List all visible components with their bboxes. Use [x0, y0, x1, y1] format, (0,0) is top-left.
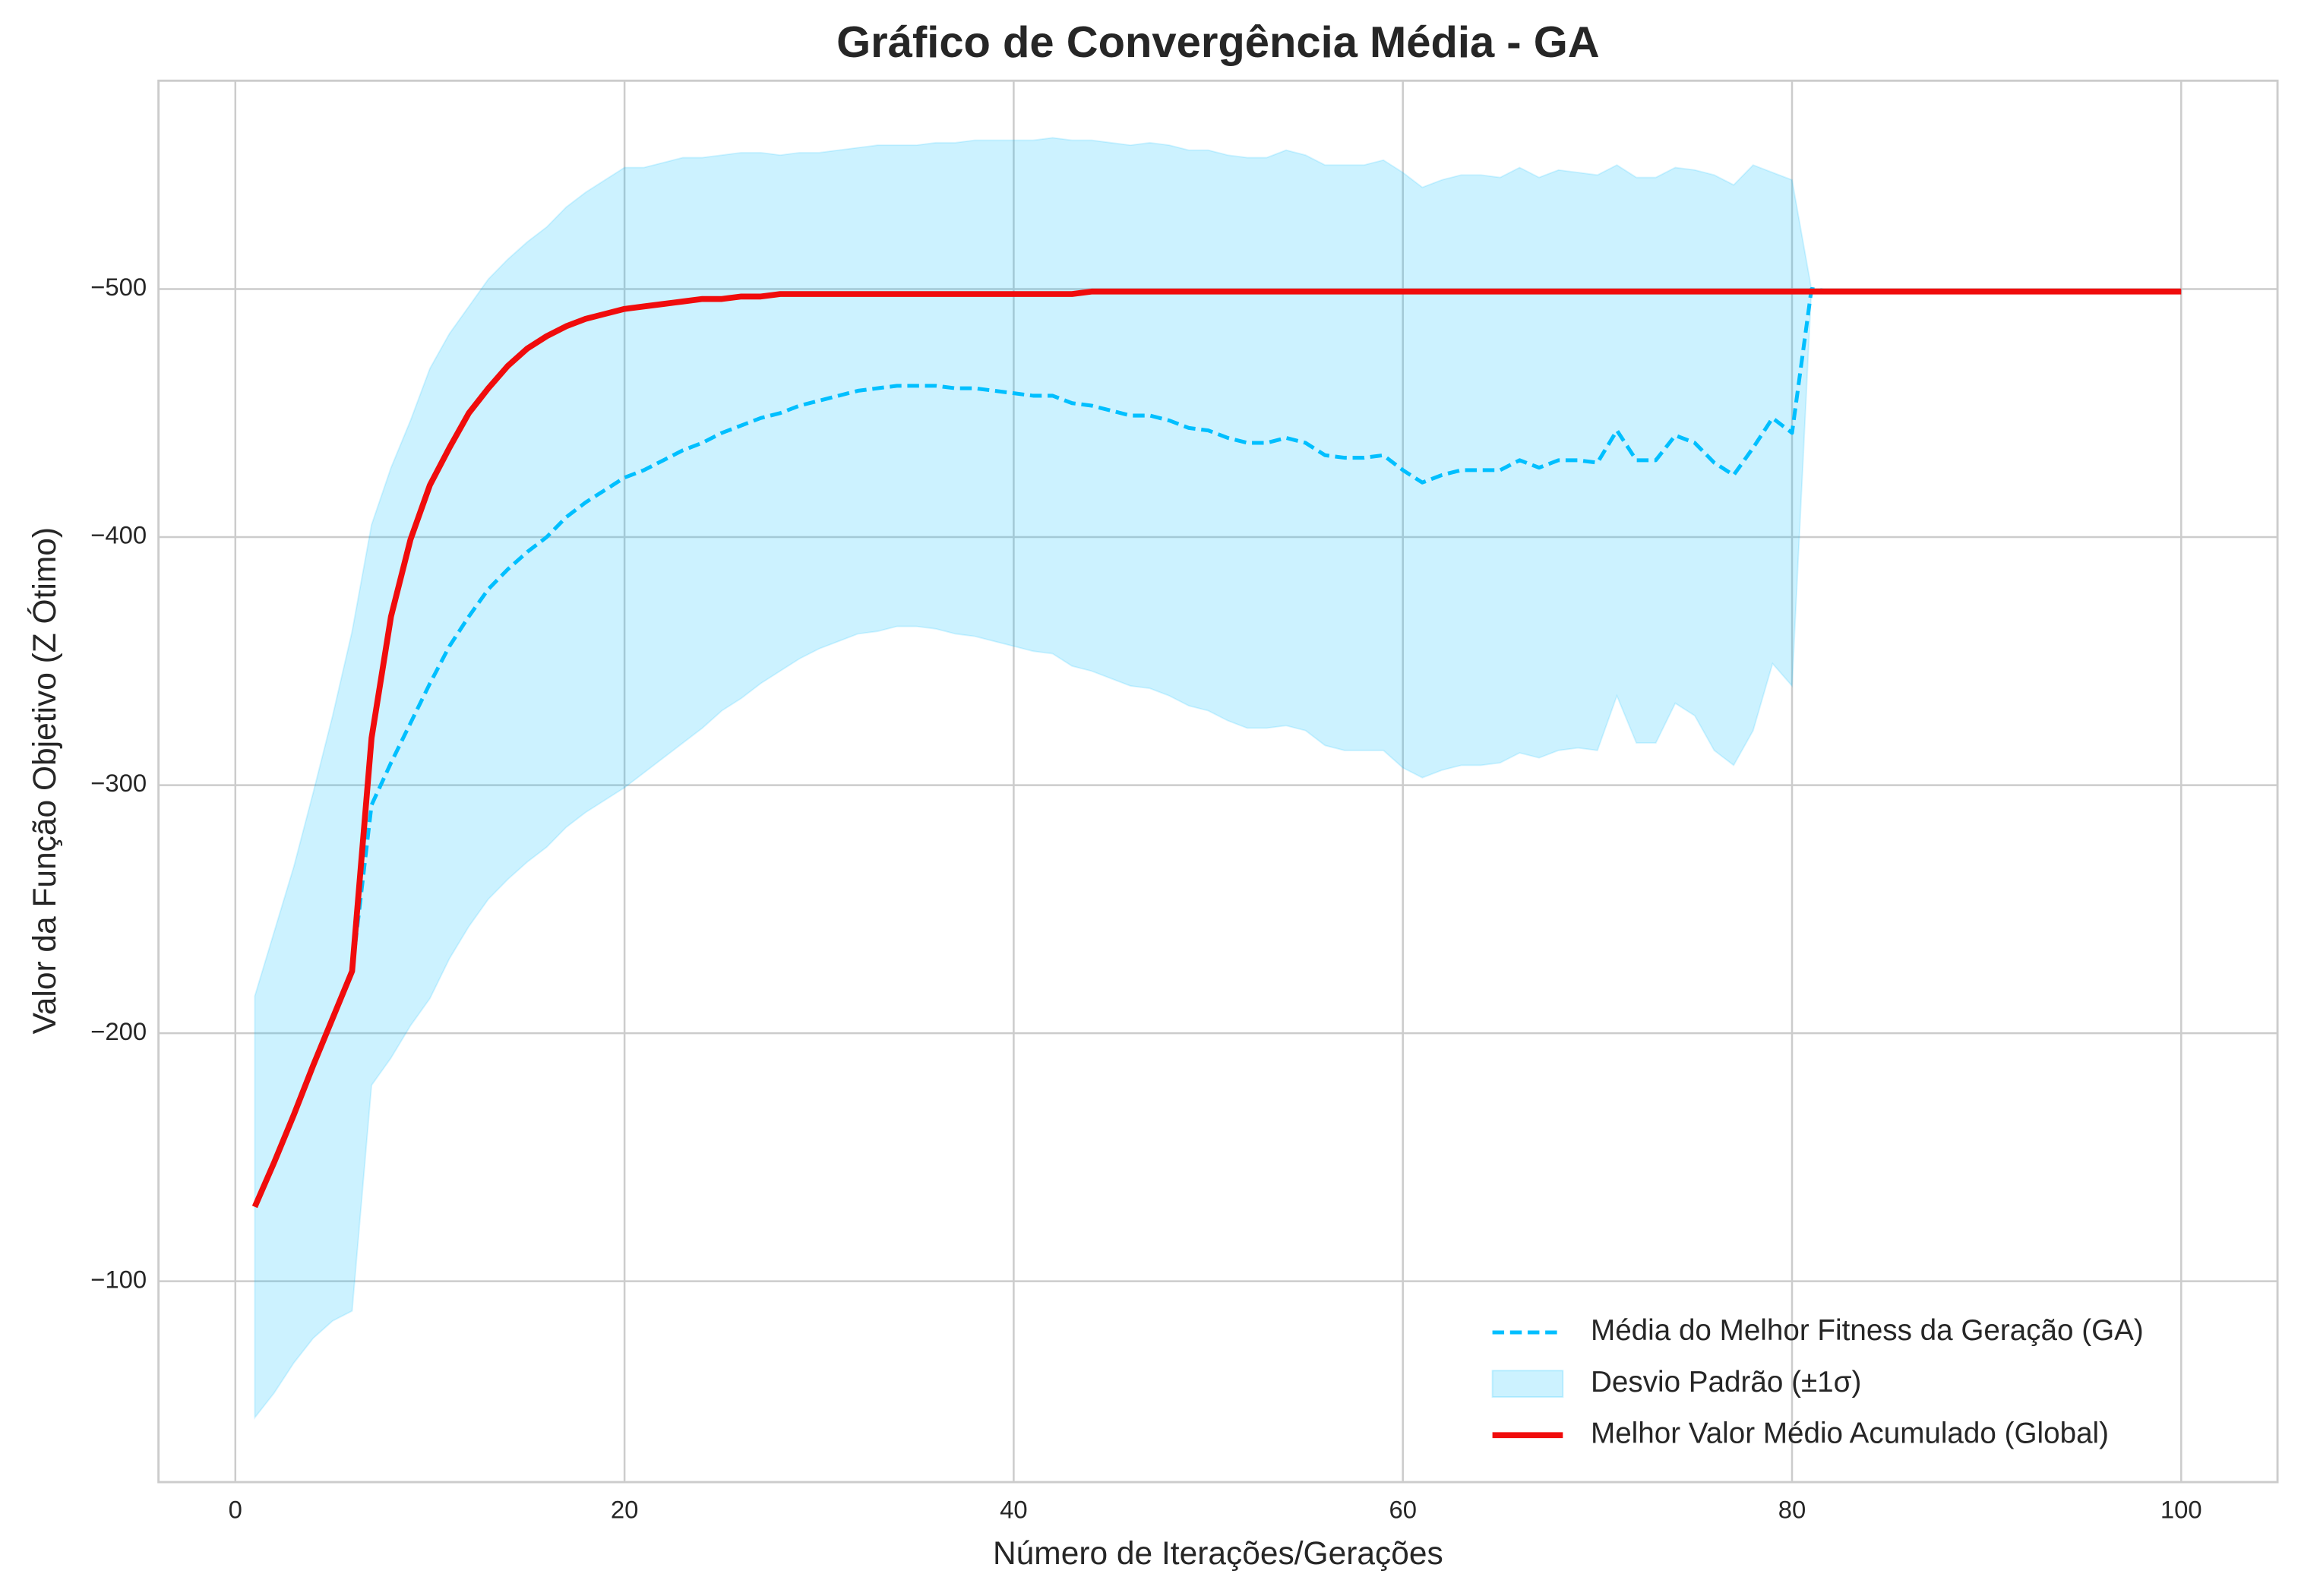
- plot-frame: [157, 79, 2279, 1484]
- y-axis-label: Valor da Função Objetivo (Z Ótimo): [27, 527, 63, 1034]
- y-tick-label: −100: [90, 1265, 147, 1293]
- best-line: [251, 288, 2182, 1209]
- x-tick-label: 0: [229, 1495, 242, 1523]
- x-tick-label: 20: [611, 1495, 639, 1523]
- legend: Média do Melhor Fitness da Geração (GA) D…: [1491, 1314, 2144, 1449]
- y-tick-label: −400: [90, 521, 147, 549]
- plot-area: [251, 137, 2182, 1420]
- x-tick-label: 60: [1389, 1495, 1417, 1523]
- x-tick-label: 80: [1778, 1495, 1806, 1523]
- y-tick-label: −500: [90, 273, 147, 301]
- y-tick-label: −200: [90, 1017, 147, 1045]
- grid: [158, 81, 2278, 1483]
- x-axis-label: Número de Iterações/Gerações: [993, 1536, 1443, 1572]
- chart-title: Gráfico de Convergência Média - GA: [836, 18, 1600, 67]
- legend-label: Desvio Padrão (±1σ): [1591, 1366, 1861, 1398]
- std-band: [254, 137, 2182, 1420]
- legend-swatch: [1491, 1370, 1564, 1398]
- legend-label: Média do Melhor Fitness da Geração (GA): [1591, 1314, 2144, 1347]
- x-tick-label: 40: [1000, 1495, 1028, 1523]
- y-tick-label: −300: [90, 769, 147, 797]
- x-tick-label: 100: [2160, 1495, 2202, 1523]
- legend-label: Melhor Valor Médio Acumulado (Global): [1591, 1417, 2109, 1449]
